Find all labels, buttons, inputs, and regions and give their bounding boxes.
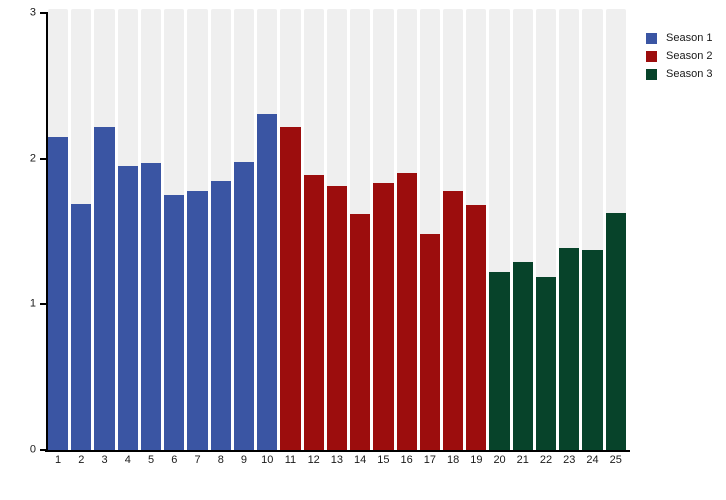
x-axis-labels: 1 2 3 4 5 6 7 8 9 10 11 12 13 14 15 16 17 18 19 20 21 22 23 24 2…	[48, 455, 626, 466]
bar	[582, 250, 603, 450]
bar-column	[326, 9, 348, 450]
x-tick-label: 13	[330, 454, 344, 466]
bar-column	[233, 9, 255, 450]
bar	[512, 262, 533, 450]
bar	[257, 113, 278, 450]
bar-column	[257, 9, 278, 450]
bar	[303, 174, 324, 450]
bar	[350, 214, 371, 450]
bar-column	[512, 9, 533, 450]
bar	[280, 126, 301, 450]
bar	[210, 180, 231, 450]
y-tick-label: 2	[29, 152, 36, 165]
legend-swatch	[646, 68, 657, 80]
x-tick-label: 9	[240, 454, 248, 466]
x-tick-label: 4	[124, 454, 131, 466]
legend: Season 1 Season 2 Season 3	[646, 32, 712, 80]
bar-column	[396, 9, 417, 450]
x-tick-label: 16	[400, 454, 413, 466]
x-tick-label: 20	[493, 454, 506, 466]
legend-item: Season 2	[646, 50, 712, 62]
y-axis-spine	[46, 12, 48, 452]
x-tick-label: 22	[539, 454, 553, 466]
legend-swatch	[646, 50, 657, 62]
x-tick-label: 6	[171, 454, 178, 466]
legend-label: Season 2	[666, 50, 713, 63]
bar-column	[71, 9, 92, 450]
x-tick-label: 18	[446, 454, 460, 466]
x-axis-spine	[45, 450, 630, 452]
x-tick-label: 7	[194, 454, 201, 466]
y-tick-label: 3	[29, 6, 36, 19]
bar-column	[303, 9, 324, 450]
bar	[140, 163, 162, 450]
bar-column	[605, 9, 626, 450]
bar-column	[419, 9, 440, 450]
bar	[605, 212, 626, 450]
bar-column	[280, 9, 301, 450]
bar	[48, 136, 69, 450]
legend-item: Season 1	[646, 32, 712, 44]
x-tick-label: 11	[284, 454, 297, 466]
legend-label: Season 3	[666, 68, 713, 81]
bar-column	[94, 9, 115, 450]
bar-column	[187, 9, 208, 450]
legend-item: Season 3	[646, 68, 712, 80]
x-tick-label: 3	[101, 454, 108, 466]
bar-column	[489, 9, 510, 450]
x-tick-label: 15	[377, 454, 390, 466]
bar-column	[164, 9, 185, 450]
x-tick-label: 25	[609, 454, 622, 466]
bar	[164, 195, 185, 450]
x-tick-label: 12	[307, 454, 320, 466]
y-tick-mark	[40, 303, 47, 306]
y-tick-label: 0	[29, 443, 36, 456]
x-tick-label: 2	[78, 454, 85, 466]
bar-column	[350, 9, 371, 450]
bar-column	[48, 9, 69, 450]
x-tick-label: 1	[55, 454, 62, 466]
legend-label: Season 1	[666, 32, 713, 44]
x-tick-label: 24	[586, 454, 599, 466]
bar	[442, 190, 464, 450]
bar	[326, 186, 348, 450]
x-tick-label: 23	[563, 454, 576, 466]
bar	[233, 161, 255, 450]
bar-column	[442, 9, 464, 450]
x-tick-label: 19	[470, 454, 483, 466]
bar	[559, 247, 580, 450]
plot-area	[48, 9, 626, 450]
bar-column	[582, 9, 603, 450]
bar	[396, 173, 417, 450]
x-tick-label: 8	[217, 454, 224, 466]
y-tick-mark	[40, 157, 47, 160]
x-tick-label: 17	[423, 454, 436, 466]
bar	[94, 126, 115, 450]
x-tick-label: 21	[516, 454, 529, 466]
bar-column	[140, 9, 162, 450]
legend-swatch	[646, 32, 657, 44]
bar	[466, 205, 487, 450]
bar	[117, 166, 138, 450]
bar-column	[535, 9, 557, 450]
x-tick-label: 10	[261, 454, 274, 466]
bar	[373, 183, 394, 450]
bar-column	[373, 9, 394, 450]
bar-column	[559, 9, 580, 450]
bar	[489, 272, 510, 450]
bar	[71, 203, 92, 450]
bar-column	[117, 9, 138, 450]
y-tick-mark	[40, 12, 47, 14]
x-tick-label: 14	[354, 454, 367, 466]
bar	[419, 234, 440, 450]
x-tick-label: 5	[147, 454, 155, 466]
bar-column	[210, 9, 231, 450]
bar-column	[466, 9, 487, 450]
y-tick-mark	[40, 449, 47, 451]
bar	[535, 276, 557, 450]
y-tick-label: 1	[29, 297, 36, 310]
bar	[187, 190, 208, 450]
